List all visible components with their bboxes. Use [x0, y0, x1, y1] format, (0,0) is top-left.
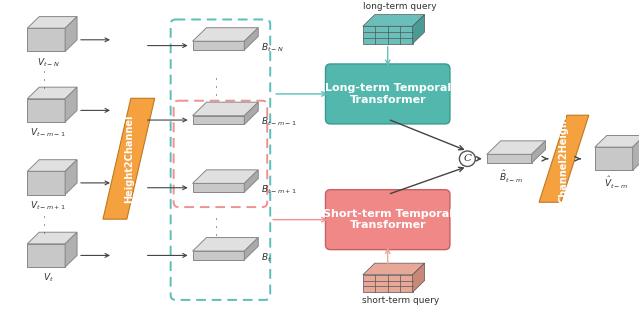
Polygon shape	[28, 244, 65, 267]
Text: $\hat{B}_{t-m}$: $\hat{B}_{t-m}$	[499, 169, 524, 185]
Text: Channel2Height: Channel2Height	[559, 114, 569, 203]
Polygon shape	[363, 263, 424, 275]
Polygon shape	[595, 147, 632, 170]
Polygon shape	[103, 98, 155, 219]
Polygon shape	[193, 170, 259, 184]
Text: $\hat{V}_{t-m}$: $\hat{V}_{t-m}$	[604, 175, 628, 191]
Polygon shape	[193, 102, 259, 116]
Text: Short-term Temporal
Transformer: Short-term Temporal Transformer	[323, 209, 452, 230]
Text: · · ·: · · ·	[212, 76, 225, 96]
Polygon shape	[28, 16, 77, 28]
Text: · · ·: · · ·	[212, 216, 225, 237]
Text: Long-term Temporal
Transformer: Long-term Temporal Transformer	[324, 83, 451, 105]
Text: $B_t$: $B_t$	[261, 251, 272, 264]
Text: · · ·: · · ·	[40, 69, 52, 90]
Polygon shape	[65, 160, 77, 194]
Polygon shape	[363, 15, 424, 26]
Text: $V_{t-m-1}$: $V_{t-m-1}$	[30, 127, 66, 139]
Text: · · ·: · · ·	[40, 214, 52, 233]
Polygon shape	[363, 275, 413, 292]
Polygon shape	[487, 154, 532, 163]
FancyBboxPatch shape	[326, 190, 450, 250]
Polygon shape	[193, 28, 259, 41]
Polygon shape	[363, 26, 413, 44]
Text: $V_{t-m+1}$: $V_{t-m+1}$	[30, 199, 66, 212]
Polygon shape	[632, 135, 640, 170]
Polygon shape	[532, 141, 545, 163]
Polygon shape	[487, 141, 545, 154]
Polygon shape	[65, 232, 77, 267]
Polygon shape	[28, 87, 77, 99]
Polygon shape	[193, 184, 244, 192]
Polygon shape	[193, 237, 259, 251]
Polygon shape	[28, 28, 65, 51]
Polygon shape	[28, 232, 77, 244]
Text: $B_{t-N}$: $B_{t-N}$	[261, 41, 284, 54]
Text: long-term query: long-term query	[364, 2, 437, 11]
Polygon shape	[28, 160, 77, 171]
FancyBboxPatch shape	[326, 64, 450, 124]
Polygon shape	[193, 41, 244, 50]
Polygon shape	[539, 115, 589, 202]
Text: $V_{t-N}$: $V_{t-N}$	[36, 56, 60, 69]
Polygon shape	[244, 237, 259, 260]
Polygon shape	[28, 99, 65, 122]
Polygon shape	[28, 171, 65, 194]
Polygon shape	[65, 87, 77, 122]
Text: short-term query: short-term query	[362, 296, 439, 305]
Text: C: C	[463, 154, 471, 163]
Polygon shape	[65, 16, 77, 51]
Polygon shape	[193, 251, 244, 260]
Polygon shape	[244, 170, 259, 192]
Polygon shape	[244, 102, 259, 124]
Text: Height2Channel: Height2Channel	[124, 114, 134, 203]
Text: $B_{t-m+1}$: $B_{t-m+1}$	[261, 184, 297, 196]
Polygon shape	[193, 116, 244, 124]
Polygon shape	[413, 15, 424, 44]
Polygon shape	[413, 263, 424, 292]
Polygon shape	[244, 28, 259, 50]
Circle shape	[460, 151, 476, 166]
Text: $V_t$: $V_t$	[43, 272, 54, 284]
Polygon shape	[595, 135, 640, 147]
Text: $B_{t-m-1}$: $B_{t-m-1}$	[261, 116, 297, 128]
